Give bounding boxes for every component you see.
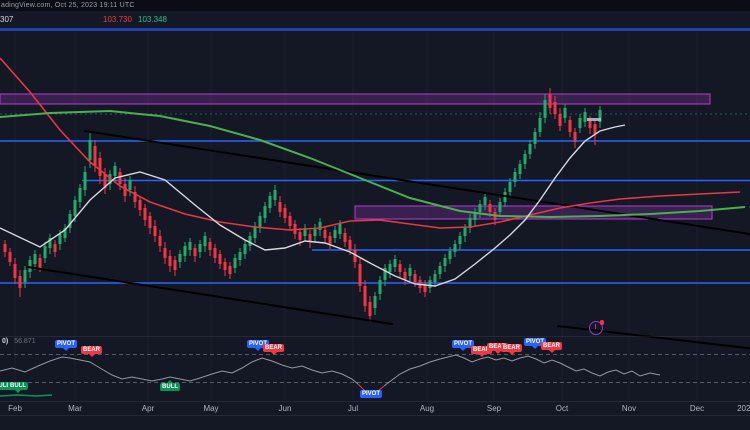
timer-hand-icon [594, 324, 597, 329]
indicator-legend: 0) 56.871 [2, 338, 36, 345]
indicator-value: 56.871 [14, 338, 36, 345]
bear-signal-badge: BEAR [487, 343, 509, 354]
bear-signal-badge: BEAR [541, 342, 563, 353]
pivot-signal-badge: PIVOT [55, 340, 78, 351]
time-axis-label: Mar [68, 404, 82, 413]
candlestick-series-layer [3, 88, 602, 322]
time-axis-label: Sep [486, 404, 502, 413]
time-axis-label: Nov [621, 404, 637, 413]
pivot-signal-badge: PIVOT [360, 390, 383, 398]
time-axis-label: Feb [8, 404, 22, 413]
bear-signal-badge: BEAR [501, 344, 523, 355]
time-axis-label: Jul [347, 404, 359, 413]
watermark-bar: adingView.com, Oct 25, 2023 19:11 UTC [0, 0, 750, 11]
bear-signal-badge: BEAR [471, 346, 493, 357]
bear-signal-badge: BEAR [263, 344, 285, 355]
axis-divider [0, 401, 750, 402]
watermark-text: adingView.com, Oct 25, 2023 19:11 UTC [1, 2, 135, 9]
pivot-signal-badge: PIVOT [524, 338, 547, 349]
time-axis-label: Oct [555, 404, 569, 413]
price-value-green: 103.348 [138, 15, 167, 24]
time-axis-label: 2024 [737, 404, 750, 413]
bull-signal-badge: BULL [8, 382, 28, 393]
bull-signal-badge: BULL [160, 380, 180, 391]
bottom-divider [0, 415, 750, 416]
pivot-signal-badge: PIVOT [452, 340, 475, 351]
bull-signal-badge: BULL [0, 382, 12, 390]
oscillator-panel-layer [0, 354, 750, 397]
time-axis-label: Apr [141, 404, 155, 413]
ohlc-row: 307 103.730 103.348 [0, 15, 750, 26]
moving-averages-layer [0, 57, 746, 287]
bear-signal-badge: BEAR [81, 346, 103, 357]
time-axis-label: Jun [278, 404, 292, 413]
symbol-fragment: 307 [0, 15, 14, 24]
pivot-signal-badge: PIVOT [247, 340, 270, 351]
panel-divider [0, 336, 750, 337]
time-axis-label: Aug [419, 404, 435, 413]
horizontal-levels-layer [0, 28, 750, 284]
trendlines-layer [27, 130, 750, 350]
time-axis-label: May [203, 404, 219, 413]
time-axis[interactable]: Feb Mar Apr May Jun Jul Aug Sep Oct Nov Dec 2024 [0, 402, 750, 415]
price-value-red: 103.730 [103, 15, 132, 24]
alarm-timer-icon[interactable] [589, 320, 604, 335]
notification-dot-icon [599, 320, 604, 325]
time-axis-label: Dec [689, 404, 705, 413]
indicator-name-fragment: 0) [2, 338, 9, 345]
